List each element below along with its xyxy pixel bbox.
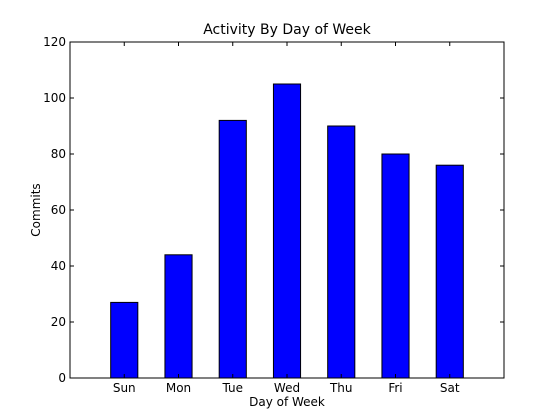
y-tick-label: 60 — [51, 203, 66, 217]
y-tick-label: 80 — [51, 147, 66, 161]
bar-mon — [164, 254, 193, 379]
y-tick-label: 20 — [51, 315, 66, 329]
bar-wed — [272, 83, 302, 379]
y-tick-label: 0 — [58, 371, 66, 385]
y-axis-ticks: 0 20 40 60 80 100 120 — [43, 35, 504, 385]
x-tick-label-thu: Thu — [329, 381, 353, 395]
bar-tue — [218, 119, 247, 379]
x-tick-label-tue: Tue — [222, 381, 244, 395]
x-tick-label-sun: Sun — [113, 381, 136, 395]
y-tick-label: 120 — [43, 35, 66, 49]
bars-group — [110, 83, 464, 379]
y-tick-label: 40 — [51, 259, 66, 273]
x-tick-label-sat: Sat — [440, 381, 460, 395]
y-tick-label: 100 — [43, 91, 66, 105]
chart-title: Activity By Day of Week — [203, 22, 371, 38]
x-axis-label: Day of Week — [249, 395, 325, 409]
bar-thu — [327, 125, 356, 379]
bar-fri — [381, 153, 410, 379]
x-tick-label-mon: Mon — [166, 381, 191, 395]
x-tick-label-wed: Wed — [274, 381, 300, 395]
bar-sat — [435, 164, 464, 379]
bar-sun — [110, 301, 139, 379]
plot-area: 0 20 40 60 80 100 120 Sun Mon Tue Wed Thu Fri Sat — [43, 35, 505, 395]
x-axis-ticks: Sun Mon Tue Wed Thu Fri Sat — [113, 42, 460, 395]
y-axis-label: Commits — [29, 183, 43, 236]
x-tick-label-fri: Fri — [388, 381, 402, 395]
